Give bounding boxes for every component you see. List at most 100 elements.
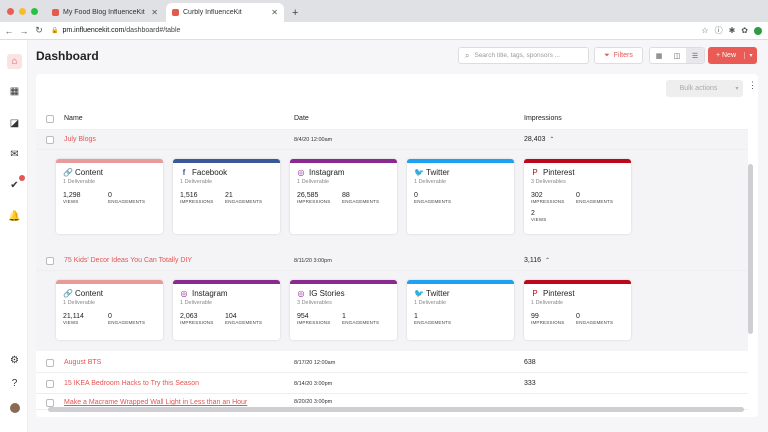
inbox-icon[interactable]: ✉ [10,149,19,160]
settings-icon[interactable]: ✿ [741,26,748,35]
table-view-icon[interactable]: ☰ [686,48,704,63]
reload-icon[interactable]: ↻ [35,25,43,35]
select-all-checkbox[interactable] [46,114,54,123]
stat: 1 ENGAGEMENTS [342,313,387,325]
card-subtitle: 1 Deliverable [63,300,96,306]
bell-icon[interactable]: 🔔 [8,211,21,222]
deliverable-card[interactable]: 🐦 Twitter 1 Deliverable 1 ENGAGEMENTS [407,280,514,340]
deliverable-card[interactable]: P Pinterest 1 Deliverable 99 IMPRESSIONS 0 ENG… [524,280,631,340]
minimize-window-icon[interactable] [19,7,26,15]
stat: 1,298 VIEWS [63,192,108,204]
stat: 2,063 IMPRESSIONS [180,313,225,325]
tab-label: My Food Blog InfluenceKit [63,9,145,16]
deliverable-card[interactable]: P Pinterest 3 Deliverables 302 IMPRESSIONS 0 E… [524,159,631,234]
chevron-up-icon[interactable]: ⌃ [549,137,555,143]
table-row[interactable]: 15 IKEA Bedroom Hacks to Try this Season… [36,374,748,394]
column-name[interactable]: Name [64,115,83,122]
card-stats: 26,585 IMPRESSIONS 88 ENGAGEMENTS [297,192,397,210]
stat: 21 ENGAGEMENTS [225,192,270,204]
row-checkbox[interactable] [46,256,54,265]
row-checkbox[interactable] [46,135,54,144]
column-impressions[interactable]: Impressions [524,115,562,122]
tab-strip: My Food Blog InfluenceKit ✕ Curbly Influ… [0,0,768,22]
row-name-link[interactable]: August BTS [64,359,102,366]
report-icon[interactable]: ◪ [9,118,20,129]
gear-icon[interactable]: ⚙ [10,355,19,366]
deliverable-card[interactable]: 🔗 Content 1 Deliverable 1,298 VIEWS 0 ENGAGEME… [56,159,163,234]
row-name-link[interactable]: Make a Macrame Wrapped Wall Light in Les… [64,399,248,406]
url-field[interactable]: 🔒 pm.influencekit.com /dashboard#/table [51,24,701,37]
back-icon[interactable]: ← [4,25,14,36]
info-icon[interactable]: ⓘ [714,26,723,35]
stat-label: ENGAGEMENTS [108,320,146,325]
star-icon[interactable]: ☆ [701,26,709,35]
calendar-view-icon[interactable]: ▦ [655,52,663,60]
bulk-actions-button[interactable]: Bulk actions ▾ [666,80,743,97]
stat: 0 ENGAGEMENTS [108,313,153,325]
browser-tab-active[interactable]: Curbly InfluenceKit ✕ [166,3,284,22]
stat-value: 1 [414,313,418,320]
stat-label: IMPRESSIONS [180,199,214,204]
table-header: Name Date Impressions [36,108,748,130]
facebook-icon: f [182,168,186,177]
new-tab-icon[interactable]: + [292,6,299,19]
horizontal-scrollbar[interactable] [48,407,744,412]
column-date[interactable]: Date [294,115,309,122]
address-bar: ← → ↻ 🔒 pm.influencekit.com /dashboard#/… [0,22,768,40]
card-title: Instagram [192,289,228,298]
chevron-up-icon[interactable]: ⌃ [545,258,551,264]
row-name-link[interactable]: 15 IKEA Bedroom Hacks to Try this Season [64,380,200,387]
new-label: + New [715,52,737,59]
close-window-icon[interactable] [7,7,14,15]
table-row[interactable]: 75 Kids' Decor Ideas You Can Totally DIY… [36,251,748,271]
row-checkbox[interactable] [46,379,54,388]
browser-tab[interactable]: My Food Blog InfluenceKit ✕ [46,3,164,22]
tasks-icon[interactable]: ✔ [7,175,25,193]
search-input[interactable]: ⌕ Search title, tags, sponsors ... [458,47,589,64]
deliverable-card[interactable]: 🔗 Content 1 Deliverable 21,114 VIEWS 0 ENGAGEM… [56,280,163,340]
search-placeholder: Search title, tags, sponsors ... [474,52,561,59]
stat-value: 88 [342,192,350,199]
maximize-window-icon[interactable] [31,7,38,15]
table-row[interactable]: August BTS 8/17/20 12:00am 638 [36,353,748,373]
forward-icon[interactable]: → [19,25,29,36]
close-tab-icon[interactable]: ✕ [271,8,278,17]
stat-label: ENGAGEMENTS [576,320,614,325]
deliverable-card[interactable]: ◎ Instagram 1 Deliverable 2,063 IMPRESSIONS 1… [173,280,280,340]
puzzle-icon[interactable]: ✱ [728,26,736,35]
filters-button[interactable]: ⏷ Filters [594,47,643,64]
instagram-icon: ◎ [297,289,305,298]
calendar-icon[interactable]: ▦ [9,86,20,97]
profile-icon[interactable] [754,26,762,35]
close-tab-icon[interactable]: ✕ [151,8,158,17]
stat-value: 21 [225,192,233,199]
chevron-down-icon[interactable]: ▾ [744,52,757,59]
card-stats: 302 IMPRESSIONS 0 ENGAGEMENTS 2 VIEWS [531,192,631,228]
deliverable-card[interactable]: 🐦 Twitter 1 Deliverable 0 ENGAGEMENTS [407,159,514,234]
deliverable-card[interactable]: ◎ Instagram 1 Deliverable 26,585 IMPRESSIONS… [290,159,397,234]
row-checkbox[interactable] [46,399,54,407]
card-stats: 954 IMPRESSIONS 1 ENGAGEMENTS [297,313,397,331]
deliverable-card[interactable]: f Facebook 1 Deliverable 1,516 IMPRESSIONS 21… [173,159,280,234]
row-name-link[interactable]: 75 Kids' Decor Ideas You Can Totally DIY [64,257,193,264]
card-title: Content [75,168,104,177]
instagram-icon: ◎ [297,168,305,177]
card-title: Pinterest [543,289,575,298]
link-icon: 🔗 [63,168,73,177]
help-icon[interactable]: ? [11,378,18,389]
instagram-icon: ◎ [180,289,188,298]
new-button[interactable]: + New ▾ [708,47,757,64]
board-view-icon[interactable]: ◫ [673,52,681,60]
row-checkbox[interactable] [46,358,54,367]
stat-label: ENGAGEMENTS [414,199,452,204]
deliverable-card[interactable]: ◎ IG Stories 3 Deliverables 954 IMPRESSIONS 1… [290,280,397,340]
more-options-icon[interactable]: ⋮ [748,80,757,90]
avatar[interactable] [7,400,22,415]
home-icon[interactable]: ⌂ [7,54,22,69]
link-icon: 🔗 [63,289,73,298]
table-row[interactable]: July Blogs 8/4/20 12:00am 28,403 ⌃ [36,130,748,150]
lock-icon: 🔒 [51,28,59,34]
vertical-scrollbar[interactable] [748,164,753,334]
notification-badge [19,175,25,181]
row-name-link[interactable]: July Blogs [64,136,96,143]
